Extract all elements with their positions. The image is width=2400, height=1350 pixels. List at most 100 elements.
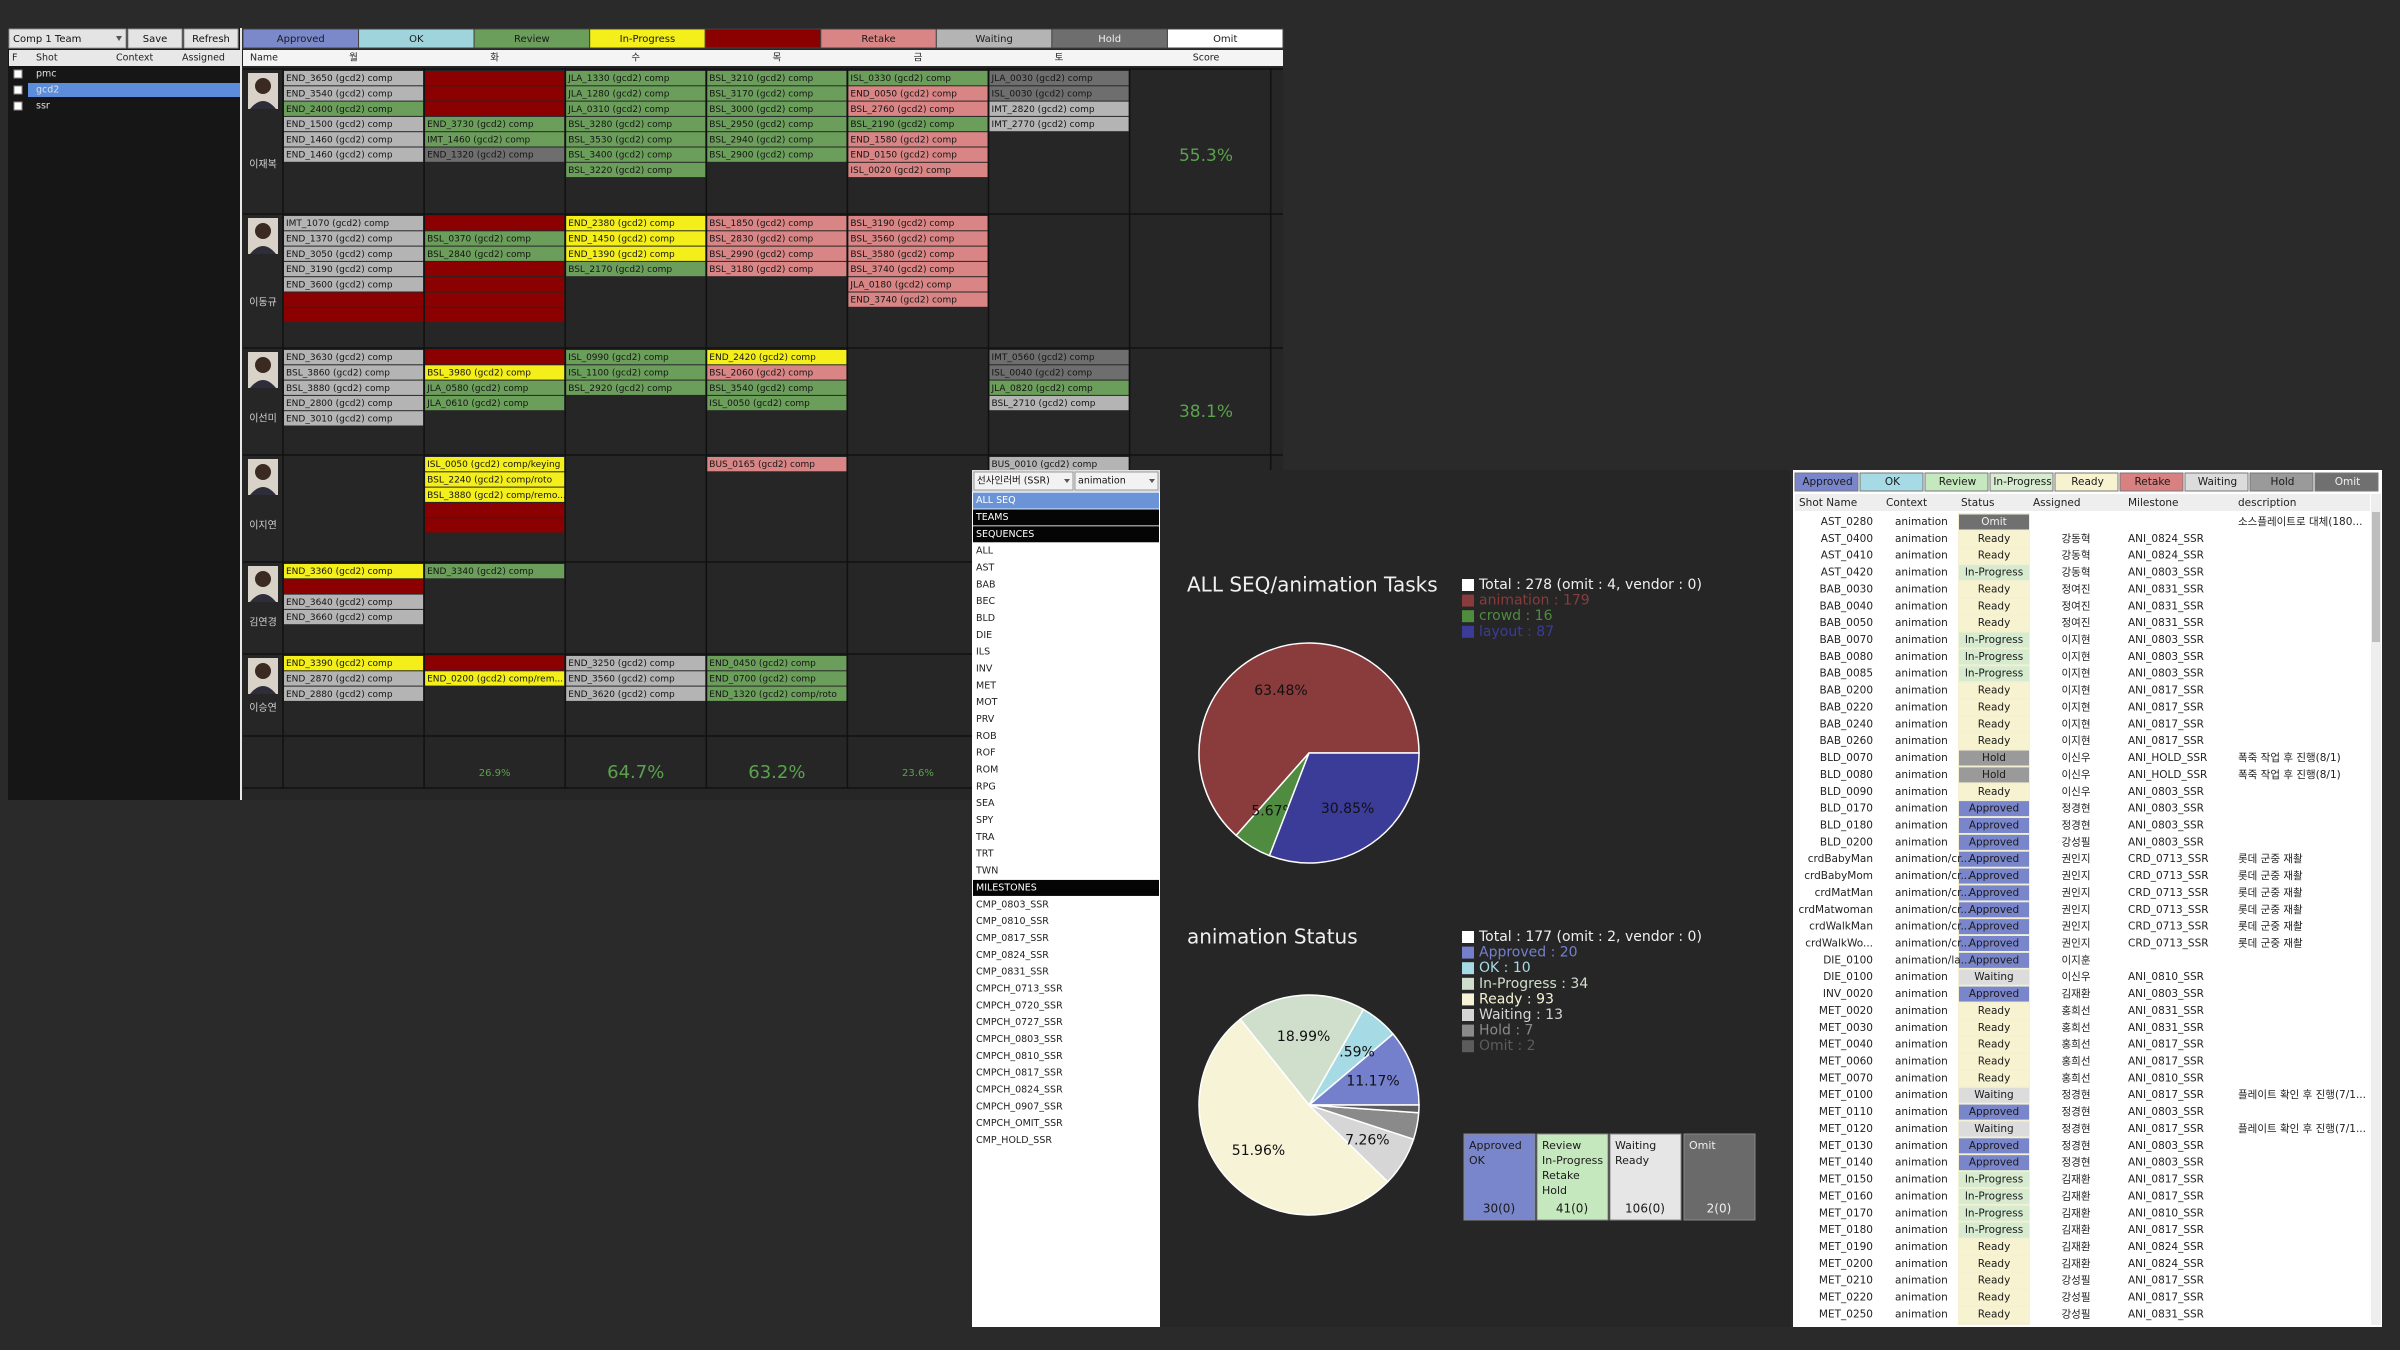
list-item[interactable]: BLD (976, 613, 995, 624)
task-cell[interactable] (425, 457, 565, 472)
task-cell[interactable] (425, 132, 565, 147)
list-item[interactable]: CMP_0824_SSR (976, 950, 1049, 961)
task-cell[interactable] (425, 350, 565, 365)
task-cell[interactable] (284, 594, 424, 609)
task-cell[interactable] (284, 395, 424, 411)
status-filter-label[interactable]: Retake (2134, 476, 2170, 488)
task-cell[interactable] (284, 231, 424, 246)
list-item[interactable]: TWN (975, 866, 998, 877)
task-cell[interactable] (566, 162, 706, 178)
list-item[interactable]: CMPCH_0907_SSR (976, 1101, 1063, 1112)
task-cell[interactable] (284, 411, 424, 426)
task-cell[interactable] (848, 246, 988, 261)
task-cell[interactable] (707, 686, 847, 701)
task-cell[interactable] (425, 564, 565, 579)
task-cell[interactable] (425, 277, 565, 292)
task-cell[interactable] (425, 307, 565, 323)
list-item[interactable]: SEA (976, 798, 995, 809)
task-cell[interactable] (425, 472, 565, 487)
task-cell[interactable] (284, 671, 424, 686)
task-cell[interactable] (566, 216, 706, 231)
task-cell[interactable] (425, 487, 565, 502)
task-cell[interactable] (284, 564, 424, 579)
task-cell[interactable] (284, 579, 424, 594)
task-cell[interactable] (848, 231, 988, 246)
task-cell[interactable] (284, 609, 424, 625)
status-filter[interactable] (2184, 472, 2249, 492)
task-cell[interactable] (707, 246, 847, 261)
list-item[interactable]: ALL (976, 546, 994, 557)
task-cell[interactable] (848, 132, 988, 147)
task-cell[interactable] (425, 71, 565, 86)
list-item[interactable]: CMP_HOLD_SSR (976, 1135, 1052, 1146)
list-item[interactable]: CMP_0810_SSR (976, 916, 1049, 927)
list-item[interactable]: CMP_0803_SSR (976, 899, 1049, 910)
task-cell[interactable] (848, 147, 988, 162)
status-filter-label[interactable]: Approved (1802, 476, 1852, 488)
task-cell[interactable] (989, 350, 1129, 365)
task-cell[interactable] (284, 261, 424, 277)
status-filter-label[interactable]: OK (1885, 476, 1901, 488)
task-cell[interactable] (284, 365, 424, 380)
status-filter[interactable] (2314, 472, 2379, 492)
task-cell[interactable] (284, 307, 424, 323)
task-cell[interactable] (425, 502, 565, 518)
tree-item[interactable]: ssr (36, 101, 50, 112)
task-cell[interactable] (284, 147, 424, 162)
task-cell[interactable] (848, 216, 988, 231)
task-cell[interactable] (989, 395, 1129, 411)
status-filter-label[interactable]: Hold (2271, 476, 2295, 488)
team-combo[interactable] (8, 28, 127, 49)
scrollbar-thumb[interactable] (2372, 512, 2380, 642)
toolbar-button[interactable] (183, 28, 239, 49)
task-cell[interactable] (284, 246, 424, 261)
task-cell[interactable] (425, 216, 565, 231)
task-cell[interactable] (284, 86, 424, 101)
toolbar-button-label[interactable]: Refresh (192, 34, 230, 45)
project-combo-label[interactable]: 선사인러버 (SSR) (977, 476, 1050, 487)
task-cell[interactable] (425, 518, 565, 533)
task-cell[interactable] (284, 350, 424, 365)
task-cell[interactable] (425, 395, 565, 411)
task-cell[interactable] (707, 71, 847, 86)
list-item[interactable]: CMPCH_0713_SSR (976, 983, 1063, 994)
list-item[interactable]: MET (976, 680, 996, 691)
task-cell[interactable] (425, 656, 565, 671)
task-cell[interactable] (989, 116, 1129, 132)
task-cell[interactable] (989, 457, 1129, 472)
tree-checkbox[interactable] (13, 69, 23, 79)
task-cell[interactable] (848, 261, 988, 277)
task-cell[interactable] (848, 86, 988, 101)
toolbar-button[interactable] (127, 28, 183, 49)
task-cell[interactable] (707, 365, 847, 380)
task-cell[interactable] (425, 147, 565, 162)
list-item[interactable]: ALL SEQ (976, 495, 1016, 506)
status-filter[interactable] (1924, 472, 1989, 492)
status-filter-label[interactable]: Waiting (2198, 476, 2237, 488)
task-cell[interactable] (989, 380, 1129, 395)
task-cell[interactable] (848, 277, 988, 292)
task-cell[interactable] (707, 147, 847, 162)
task-cell[interactable] (707, 216, 847, 231)
task-cell[interactable] (425, 365, 565, 380)
task-cell[interactable] (707, 656, 847, 671)
task-cell[interactable] (566, 380, 706, 395)
task-cell[interactable] (425, 671, 565, 686)
task-cell[interactable] (566, 656, 706, 671)
task-cell[interactable] (425, 261, 565, 277)
task-cell[interactable] (707, 101, 847, 116)
list-item[interactable]: CMPCH_0727_SSR (976, 1017, 1063, 1028)
status-filter-label[interactable]: Ready (2071, 476, 2104, 488)
task-cell[interactable] (566, 261, 706, 277)
tree-item[interactable]: gcd2 (36, 85, 59, 96)
status-filter[interactable] (2054, 472, 2119, 492)
list-item[interactable]: CMPCH_0810_SSR (976, 1051, 1063, 1062)
status-filter-label[interactable]: Review (1939, 476, 1977, 488)
task-cell[interactable] (566, 116, 706, 132)
task-cell[interactable] (989, 101, 1129, 116)
task-cell[interactable] (284, 216, 424, 231)
status-filter[interactable] (1989, 472, 2054, 492)
task-cell[interactable] (284, 116, 424, 132)
list-item[interactable]: MOT (976, 697, 998, 708)
list-item[interactable]: BEC (976, 596, 996, 607)
